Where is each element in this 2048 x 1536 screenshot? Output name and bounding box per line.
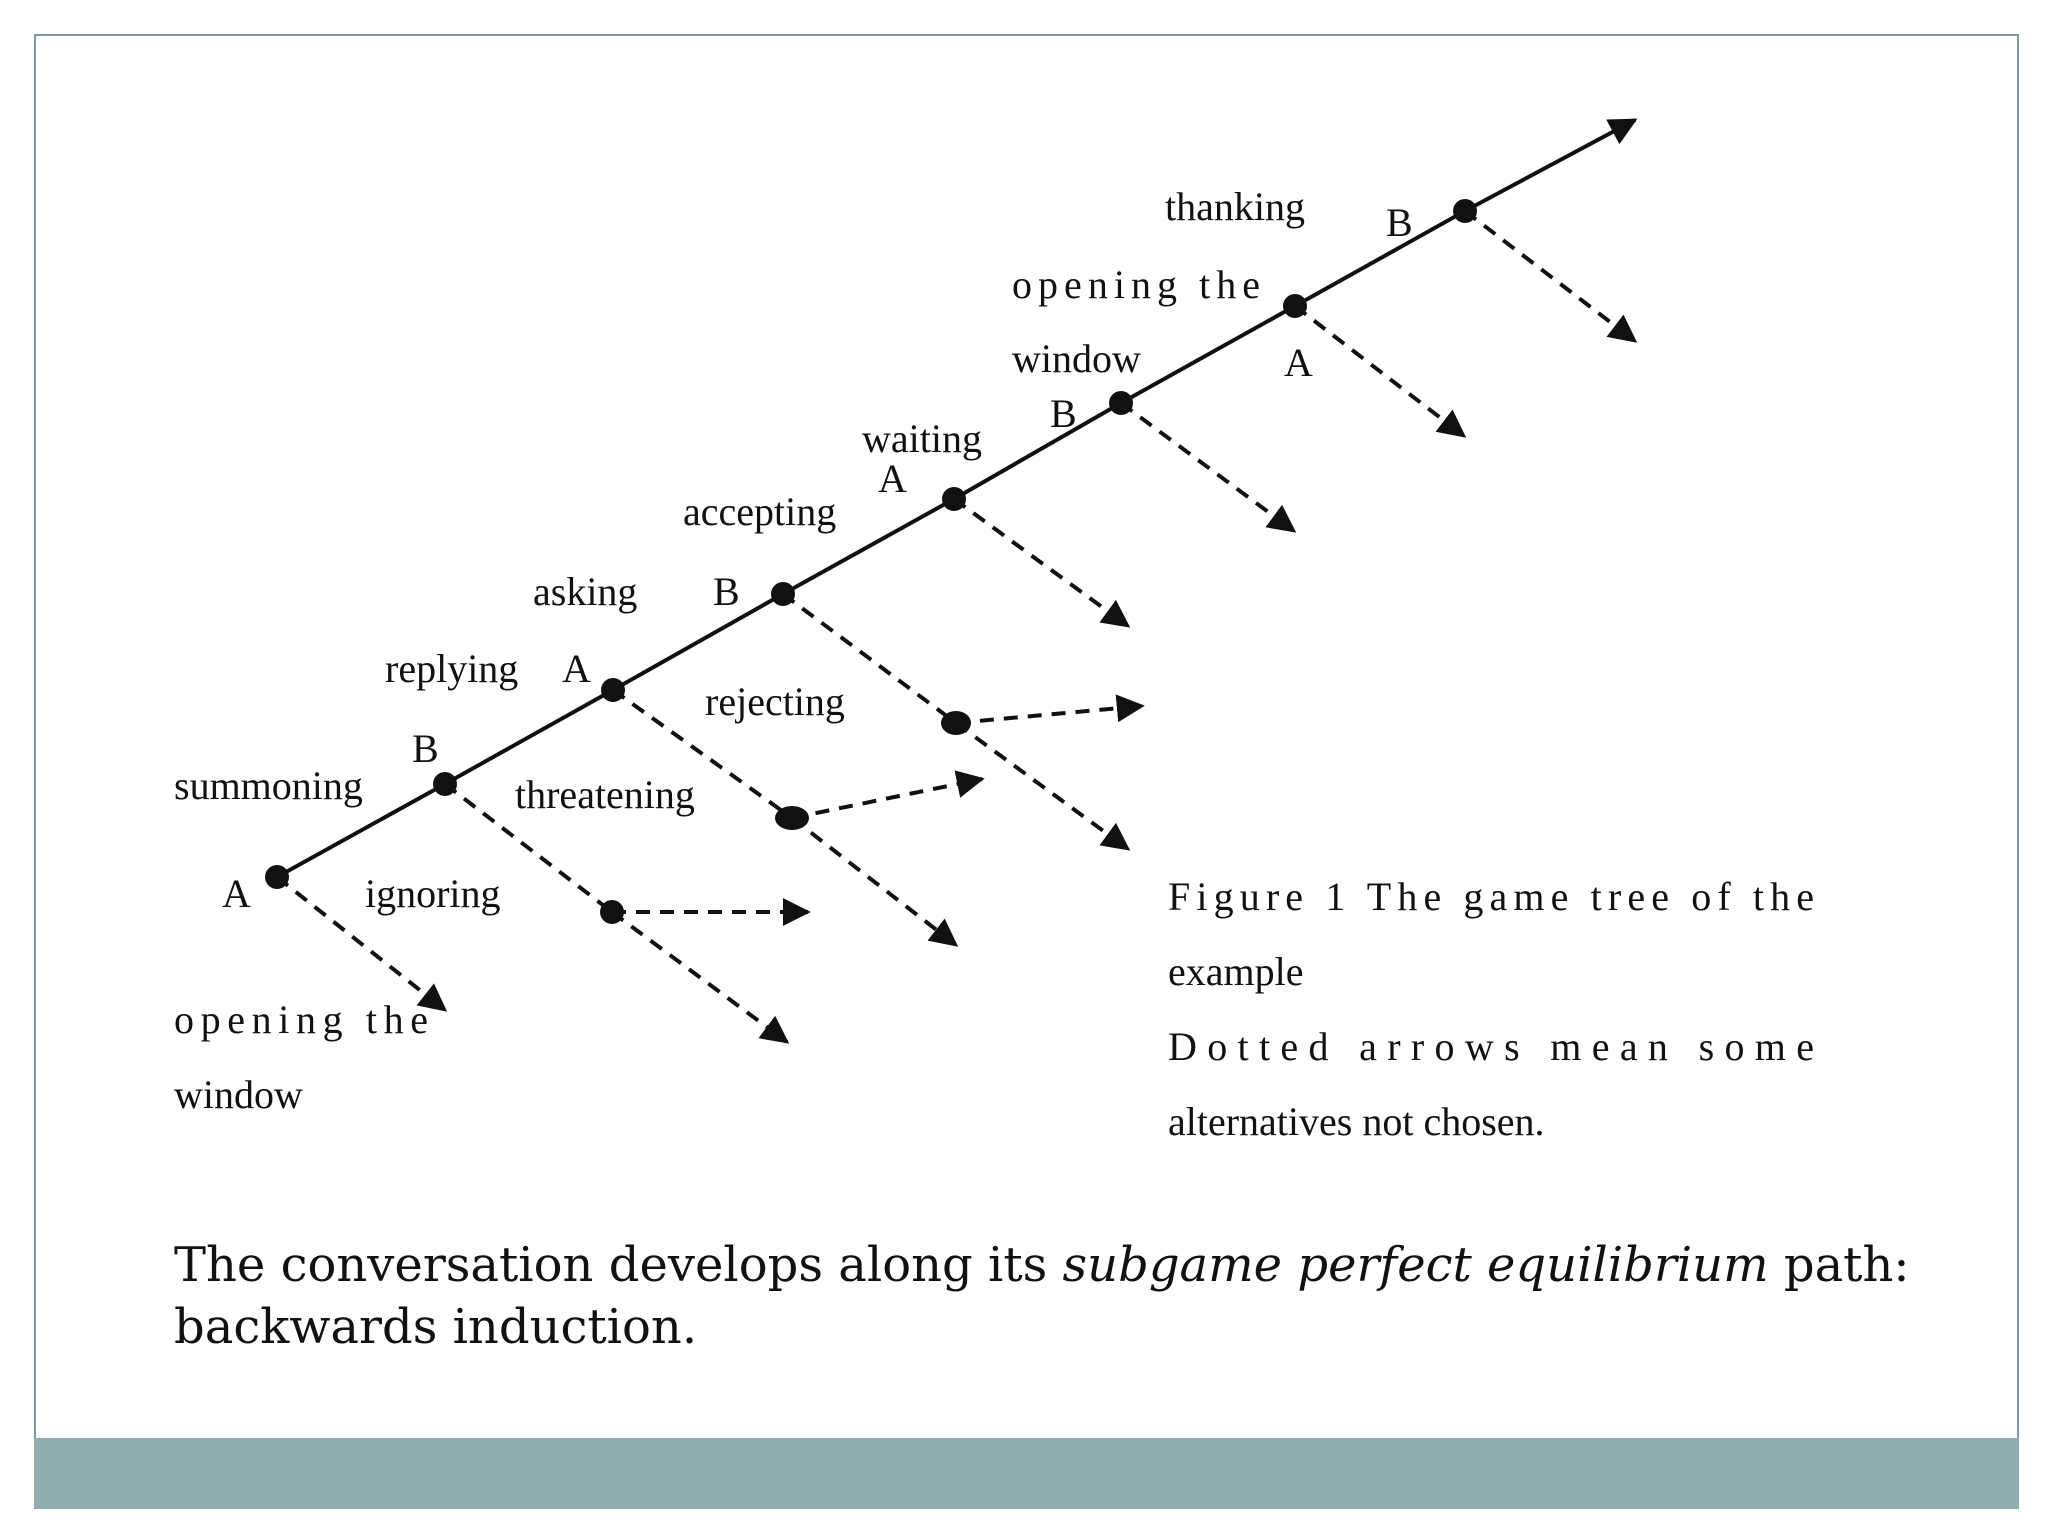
move-label-rejecting: rejecting	[705, 679, 845, 724]
figure-caption-line: Figure 1 The game tree of the	[1168, 874, 1814, 919]
edge-waiting	[953, 401, 1122, 501]
node-b-1	[433, 772, 457, 796]
caption-emphasis: subgame perfect equilibrium	[1062, 1237, 1769, 1293]
node-b-5	[1109, 391, 1133, 415]
player-label: B	[412, 726, 439, 771]
figure-caption: Figure 1 The game tree of the example Do…	[1168, 874, 1814, 1144]
player-label: B	[1050, 391, 1077, 436]
node-after-rejecting	[941, 711, 971, 735]
move-label-thanking: thanking	[1165, 184, 1305, 229]
node-a-start	[265, 865, 289, 889]
edge-asking	[612, 592, 784, 692]
player-label: A	[1284, 340, 1313, 385]
figure-caption-line: alternatives not chosen.	[1168, 1099, 1545, 1144]
alt-threatening	[611, 688, 794, 820]
edge-replying	[444, 688, 614, 786]
alt-rejecting-side	[955, 694, 1145, 725]
figure-caption-line: Dotted arrows mean some	[1168, 1024, 1814, 1069]
node-a-4	[942, 487, 966, 511]
alt-ignoring-continue	[610, 910, 790, 1044]
alt-from-last-node	[1463, 209, 1638, 343]
edge-accepting	[782, 497, 955, 596]
move-label-summoning: summoning	[174, 763, 363, 808]
alt-threatening-side	[791, 770, 985, 820]
move-label-opening-window-alt: opening the	[174, 997, 428, 1042]
equilibrium-path	[276, 118, 1638, 879]
alt-rejecting-continue	[954, 721, 1131, 851]
figure-caption-line: example	[1168, 949, 1304, 994]
edge-thanking	[1294, 209, 1466, 308]
move-label-threatening: threatening	[515, 772, 695, 817]
alt-from-waiting-node	[952, 497, 1131, 628]
alt-opening-window	[275, 875, 448, 1012]
tree-labels: A summoning ignoring opening the window …	[174, 184, 1413, 1117]
node-b-7	[1453, 199, 1477, 223]
caption-text-end: path: backwards induction.	[174, 1237, 1910, 1355]
move-label-waiting: waiting	[862, 416, 982, 461]
node-after-ignoring	[600, 900, 624, 924]
node-b-3	[771, 582, 795, 606]
alternative-moves	[275, 209, 1638, 1044]
slide-caption: The conversation develops along its subg…	[174, 1234, 1934, 1358]
decision-nodes	[265, 199, 1477, 924]
slide-frame	[34, 34, 2019, 1509]
edge-continue	[1464, 118, 1638, 213]
alt-rejecting	[781, 592, 958, 725]
node-after-threatening	[775, 806, 809, 830]
move-label-opening-window-2: window	[1012, 336, 1141, 381]
alt-ignoring	[443, 782, 614, 914]
player-label: B	[1386, 200, 1413, 245]
move-label-opening-window-alt-2: window	[174, 1072, 303, 1117]
edge-summoning	[276, 782, 446, 879]
move-label-ignoring: ignoring	[365, 871, 501, 916]
move-label-opening-window: opening the	[1012, 262, 1260, 307]
player-label: A	[562, 646, 591, 691]
move-label-asking: asking	[533, 569, 637, 614]
move-label-accepting: accepting	[683, 489, 836, 534]
footer-band	[34, 1438, 2019, 1509]
move-label-replying: replying	[385, 646, 518, 691]
player-label: A	[222, 871, 251, 916]
alt-from-thanking-node	[1293, 304, 1467, 438]
player-label: A	[878, 456, 907, 501]
alt-from-opening-node	[1119, 401, 1297, 533]
node-a-6	[1283, 294, 1307, 318]
edge-opening-window	[1120, 304, 1296, 405]
node-a-2	[601, 678, 625, 702]
caption-text: The conversation develops along its	[174, 1237, 1063, 1293]
player-label: B	[713, 569, 740, 614]
alt-threatening-continue	[790, 816, 959, 947]
